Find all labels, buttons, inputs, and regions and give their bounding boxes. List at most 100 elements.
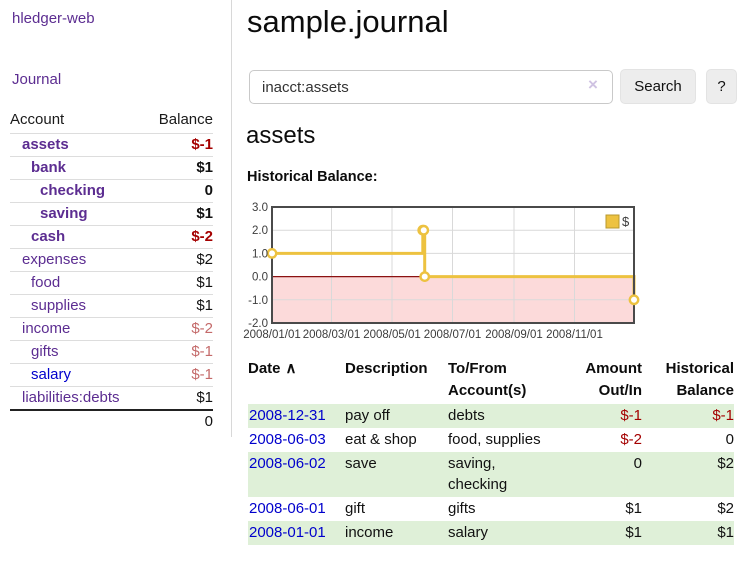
transaction-accounts: gifts — [448, 500, 476, 517]
account-balance: $1 — [145, 156, 213, 180]
search-input[interactable] — [249, 70, 613, 104]
x-tick-label: 2008/05/01 — [363, 329, 421, 341]
account-link-bank[interactable]: bank — [31, 159, 67, 176]
account-link-gifts[interactable]: gifts — [31, 343, 59, 360]
transaction-date-link[interactable]: 2008-01-01 — [249, 524, 326, 541]
transaction-amount: $-2 — [620, 431, 642, 448]
transaction-balance: $2 — [717, 455, 734, 472]
accounts-header-row: Account Balance — [10, 108, 213, 134]
account-balance: $1 — [145, 202, 213, 226]
accounts-col-header: Account — [10, 111, 65, 128]
x-tick-label: 2008/11/01 — [546, 329, 603, 341]
plot-border — [271, 206, 635, 324]
search-button[interactable]: Search — [620, 69, 696, 104]
page-title: sample.journal — [247, 4, 449, 39]
transaction-row: 2008-06-03 eat & shop food, supplies $-2 0 — [248, 428, 734, 452]
y-tick-label: -1.0 — [248, 295, 268, 307]
accounts-total-value: 0 — [145, 409, 213, 433]
legend-swatch — [605, 214, 620, 229]
account-link-supplies[interactable]: supplies — [31, 297, 87, 314]
transaction-description: gift — [345, 500, 366, 517]
transaction-balance: $1 — [717, 524, 734, 541]
data-point-marker — [418, 224, 430, 236]
clear-search-icon[interactable]: × — [588, 75, 598, 94]
transaction-row: 2008-01-01 income salary $1 $1 — [248, 521, 734, 545]
x-tick-label: 2008/07/01 — [424, 329, 482, 341]
account-row: liabilities:debts $1 — [10, 386, 213, 410]
transaction-amount: $1 — [625, 500, 642, 517]
account-row: expenses $2 — [10, 248, 213, 272]
chart-title-label: Historical Balance: — [247, 169, 378, 185]
account-balance: $-1 — [145, 133, 213, 157]
sidebar: hledger-web Journal Account Balance asse… — [0, 0, 232, 437]
account-link-salary[interactable]: salary — [31, 366, 72, 383]
transactions-header-row: Date ∧ Description To/From Account(s) Amo… — [248, 356, 734, 404]
transaction-amount: $-1 — [620, 407, 642, 424]
transaction-accounts: salary — [448, 524, 489, 541]
total-spacer — [10, 409, 146, 433]
transaction-accounts: saving, checking — [448, 455, 508, 493]
amount-column-header: Amount Out/In — [585, 360, 642, 399]
data-point-marker — [419, 271, 431, 283]
transaction-date-link[interactable]: 2008-06-02 — [249, 455, 326, 472]
account-link-saving[interactable]: saving — [40, 205, 88, 222]
transaction-date-link[interactable]: 2008-12-31 — [249, 407, 326, 424]
account-balance: 0 — [145, 179, 213, 203]
account-heading: assets — [246, 122, 316, 149]
sort-ascending-icon: ∧ — [285, 360, 297, 377]
transaction-description: save — [345, 455, 377, 472]
account-link-checking[interactable]: checking — [40, 182, 106, 199]
account-row: saving $1 — [10, 202, 213, 226]
account-link-liabilities-debts[interactable]: liabilities:debts — [22, 389, 120, 406]
transaction-accounts: food, supplies — [448, 431, 541, 448]
account-row: gifts $-1 — [10, 340, 213, 364]
transaction-balance: $2 — [717, 500, 734, 517]
transaction-date-link[interactable]: 2008-06-03 — [249, 431, 326, 448]
account-link-food[interactable]: food — [31, 274, 61, 291]
transaction-description: eat & shop — [345, 431, 417, 448]
account-balance: $1 — [145, 294, 213, 318]
date-header-label: Date — [248, 360, 281, 377]
y-tick-label: 3.0 — [252, 202, 268, 214]
y-tick-label: 1.0 — [252, 248, 268, 260]
balance-column-header: Historical Balance — [665, 360, 734, 399]
account-row: food $1 — [10, 271, 213, 295]
account-balance: $2 — [145, 248, 213, 272]
account-link-assets[interactable]: assets — [22, 136, 69, 153]
balance-col-header: Balance — [158, 111, 213, 128]
accounts-tree-table: Account Balance assets $-1 bank $1 checking 0… — [10, 108, 213, 433]
account-balance: $-2 — [145, 225, 213, 249]
transaction-row: 2008-06-01 gift gifts $1 $2 — [248, 497, 734, 521]
transaction-amount: 0 — [633, 455, 642, 472]
x-tick-label: 2008/09/01 — [485, 329, 543, 341]
legend-label: $ — [622, 214, 630, 229]
sidebar-item-journal[interactable]: Journal — [12, 71, 62, 88]
account-balance: $-1 — [145, 363, 213, 387]
data-point-marker — [628, 294, 640, 306]
account-row: cash $-2 — [10, 225, 213, 249]
transaction-description: income — [345, 524, 394, 541]
account-row: income $-2 — [10, 317, 213, 341]
transaction-accounts: debts — [448, 407, 485, 424]
account-balance: $1 — [145, 271, 213, 295]
data-point-marker — [266, 248, 278, 259]
account-link-expenses[interactable]: expenses — [22, 251, 87, 268]
account-balance: $-2 — [145, 317, 213, 341]
date-column-header[interactable]: Date ∧ — [248, 356, 345, 404]
help-button[interactable]: ? — [706, 69, 737, 104]
app-brand-link[interactable]: hledger-web — [12, 10, 95, 27]
transaction-date-link[interactable]: 2008-06-01 — [249, 500, 326, 517]
description-column-header: Description — [345, 360, 428, 377]
x-tick-label: 2008/01/01 — [243, 329, 301, 341]
transaction-balance: 0 — [725, 431, 734, 448]
account-link-cash[interactable]: cash — [31, 228, 66, 245]
account-link-income[interactable]: income — [22, 320, 71, 337]
y-tick-label: -2.0 — [248, 318, 268, 330]
accounts-total-row: 0 — [10, 409, 213, 433]
account-row: supplies $1 — [10, 294, 213, 318]
transaction-description: pay off — [345, 407, 390, 424]
account-row: checking 0 — [10, 179, 213, 203]
y-tick-label: 2.0 — [252, 225, 268, 237]
